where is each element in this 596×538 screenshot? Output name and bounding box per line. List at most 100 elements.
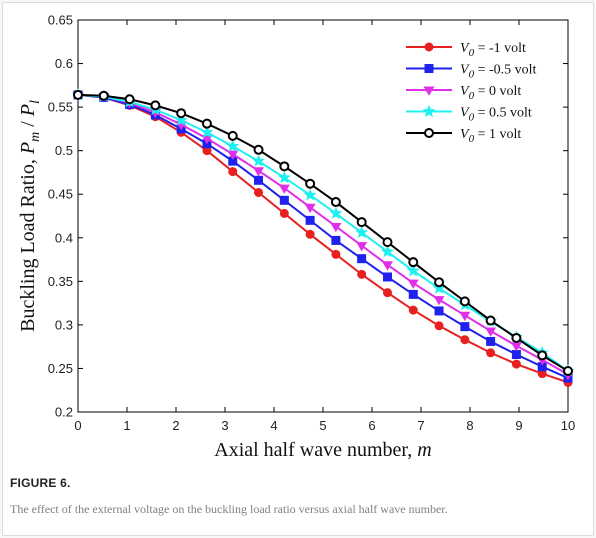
data-point — [200, 125, 214, 138]
data-point — [486, 336, 496, 346]
data-point — [511, 350, 521, 360]
legend-sub: 0 — [469, 69, 475, 81]
y-tick-label: 0.45 — [48, 187, 73, 202]
data-point — [485, 315, 496, 326]
data-point — [460, 322, 470, 332]
data-point — [304, 203, 316, 214]
legend-item: V0 = 1 volt — [406, 127, 521, 145]
data-point — [124, 94, 135, 105]
data-point — [330, 197, 341, 208]
data-point — [356, 217, 367, 228]
data-point — [253, 167, 264, 177]
data-point — [252, 154, 265, 167]
y-tick-label: 0.35 — [48, 274, 73, 289]
data-point — [305, 178, 316, 189]
data-point — [279, 161, 290, 172]
data-point — [226, 139, 240, 152]
x-tick-label: 6 — [368, 418, 375, 433]
data-point — [407, 279, 419, 289]
y-tick-label: 0.6 — [55, 56, 73, 71]
data-point — [357, 254, 367, 264]
data-point — [408, 305, 418, 315]
legend-var: V — [460, 106, 470, 121]
data-point — [278, 184, 290, 194]
x-tick-label: 2 — [172, 418, 179, 433]
legend-sub: 0 — [469, 133, 475, 145]
data-point — [485, 327, 497, 337]
legend-item: V0 = 0 volt — [406, 84, 521, 102]
ticks-layer: 0 1 2 3 4 5 6 7 8 9 10 0.2 0.25 0.3 0.35 0.4 0.45 0.5 0.55… — [48, 13, 576, 434]
data-point — [150, 100, 161, 111]
y-tick-label: 0.5 — [55, 143, 73, 158]
data-point — [228, 167, 238, 177]
legend-name: = 0.5 volt — [474, 106, 532, 121]
legend-name: = -1 volt — [474, 41, 526, 56]
figure-label: FIGURE 6. — [10, 476, 71, 490]
data-point — [382, 272, 392, 282]
data-point — [408, 257, 419, 268]
legend-marker — [424, 42, 434, 52]
data-point — [253, 144, 264, 155]
x-axis-title: Axial half wave number, m — [214, 439, 431, 461]
legend-marker — [422, 104, 436, 117]
legend-name: = 0 volt — [474, 84, 521, 99]
data-point — [279, 208, 289, 218]
legend-var: V — [460, 41, 470, 56]
legend-name: = -0.5 volt — [474, 63, 536, 78]
data-point — [459, 311, 471, 322]
legend-var: V — [460, 127, 470, 142]
data-point — [356, 242, 368, 252]
legend-marker — [424, 128, 434, 138]
x-tick-label: 8 — [466, 418, 473, 433]
legend-label: V0 = -0.5 volt — [460, 63, 537, 81]
data-point — [382, 261, 393, 271]
y-tick-label: 0.25 — [48, 361, 73, 376]
data-point — [355, 225, 369, 238]
data-point — [201, 134, 213, 145]
data-point — [563, 366, 573, 377]
data-point — [460, 335, 470, 345]
data-point — [227, 130, 238, 141]
legend-label: V0 = -1 volt — [460, 41, 526, 59]
y-tick-label: 0.4 — [55, 230, 73, 245]
data-point — [277, 170, 291, 184]
legend-sub: 0 — [469, 112, 475, 124]
data-point — [254, 187, 264, 197]
line-chart: 0 1 2 3 4 5 6 7 8 9 10 0.2 0.25 0.3 0.35 0.4 0.45 0.5 0.55… — [17, 13, 576, 462]
data-point — [434, 277, 445, 288]
x-tick-label: 0 — [74, 418, 81, 433]
y-tick-label: 0.2 — [55, 405, 73, 420]
data-point — [486, 348, 496, 358]
data-point — [537, 350, 548, 361]
legend-marker — [423, 86, 435, 96]
y-tick-label: 0.55 — [48, 100, 73, 115]
legend-name: = 1 volt — [474, 127, 521, 142]
data-point — [357, 269, 367, 279]
data-point — [254, 175, 264, 185]
data-point — [459, 296, 470, 307]
x-tick-label: 9 — [515, 418, 522, 433]
x-tick-label: 3 — [221, 418, 228, 433]
data-point — [432, 281, 446, 294]
data-point — [408, 289, 418, 299]
data-point — [303, 188, 317, 201]
data-point — [176, 108, 187, 119]
data-point — [433, 296, 445, 306]
data-point — [305, 229, 315, 239]
data-point — [98, 90, 109, 101]
data-point — [511, 332, 522, 343]
y-axis-title: Buckling Load Ratio, Pm / Pl — [17, 100, 43, 332]
data-point — [331, 235, 341, 245]
legend-sub: 0 — [469, 47, 475, 59]
x-tick-label: 10 — [561, 418, 575, 433]
legend-item: V0 = 0.5 volt — [406, 104, 532, 124]
x-tick-label: 7 — [417, 418, 424, 433]
data-point — [434, 306, 444, 316]
series-4 — [73, 89, 573, 377]
data-point — [279, 195, 289, 205]
data-point — [305, 215, 315, 225]
data-point — [381, 244, 394, 258]
data-point — [434, 321, 444, 331]
legend-label: V0 = 0.5 volt — [460, 106, 532, 124]
